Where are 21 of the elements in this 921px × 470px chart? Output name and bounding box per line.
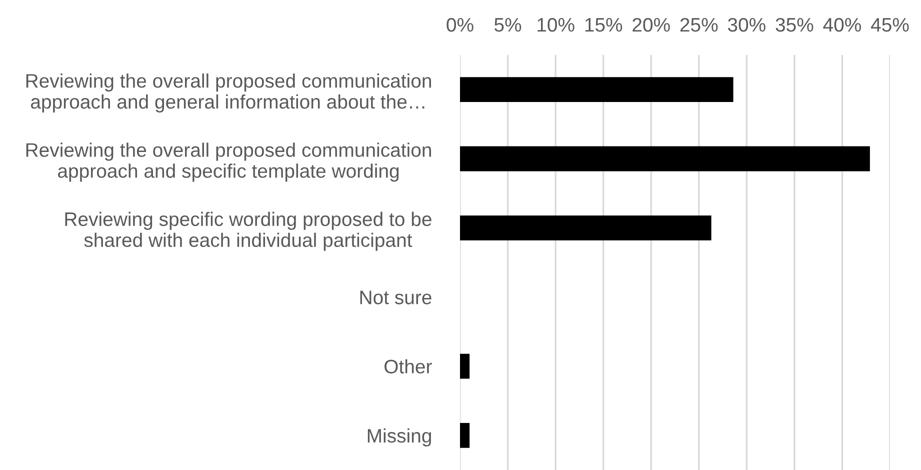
bar bbox=[460, 215, 712, 240]
x-tick-label: 40% bbox=[823, 18, 861, 32]
y-tick-label: Reviewing the overall proposed communication approach and general information about the… bbox=[26, 73, 431, 113]
y-tick-label: Not sure bbox=[360, 290, 432, 304]
bar bbox=[460, 422, 470, 448]
y-tick-label: Missing bbox=[368, 428, 431, 446]
bar bbox=[460, 354, 470, 379]
x-tick-label: 45% bbox=[870, 18, 909, 32]
x-tick-label: 25% bbox=[680, 18, 718, 32]
x-tick-label: 30% bbox=[728, 18, 766, 32]
x-tick-label: 0% bbox=[446, 18, 474, 32]
x-tick-label: 10% bbox=[538, 18, 574, 32]
x-tick-label: 35% bbox=[776, 18, 814, 32]
x-tick-label: 20% bbox=[632, 18, 670, 32]
x-tick-label: 15% bbox=[585, 18, 622, 32]
x-tick-label: 5% bbox=[494, 18, 522, 32]
bar bbox=[460, 146, 870, 172]
y-tick-label: Reviewing specific wording proposed to be shared with each individual participant bbox=[65, 212, 432, 251]
bar bbox=[460, 77, 734, 102]
y-tick-label: Other bbox=[384, 359, 432, 374]
y-tick-label: Reviewing the overall proposed communication approach and specific template wording bbox=[26, 142, 431, 182]
